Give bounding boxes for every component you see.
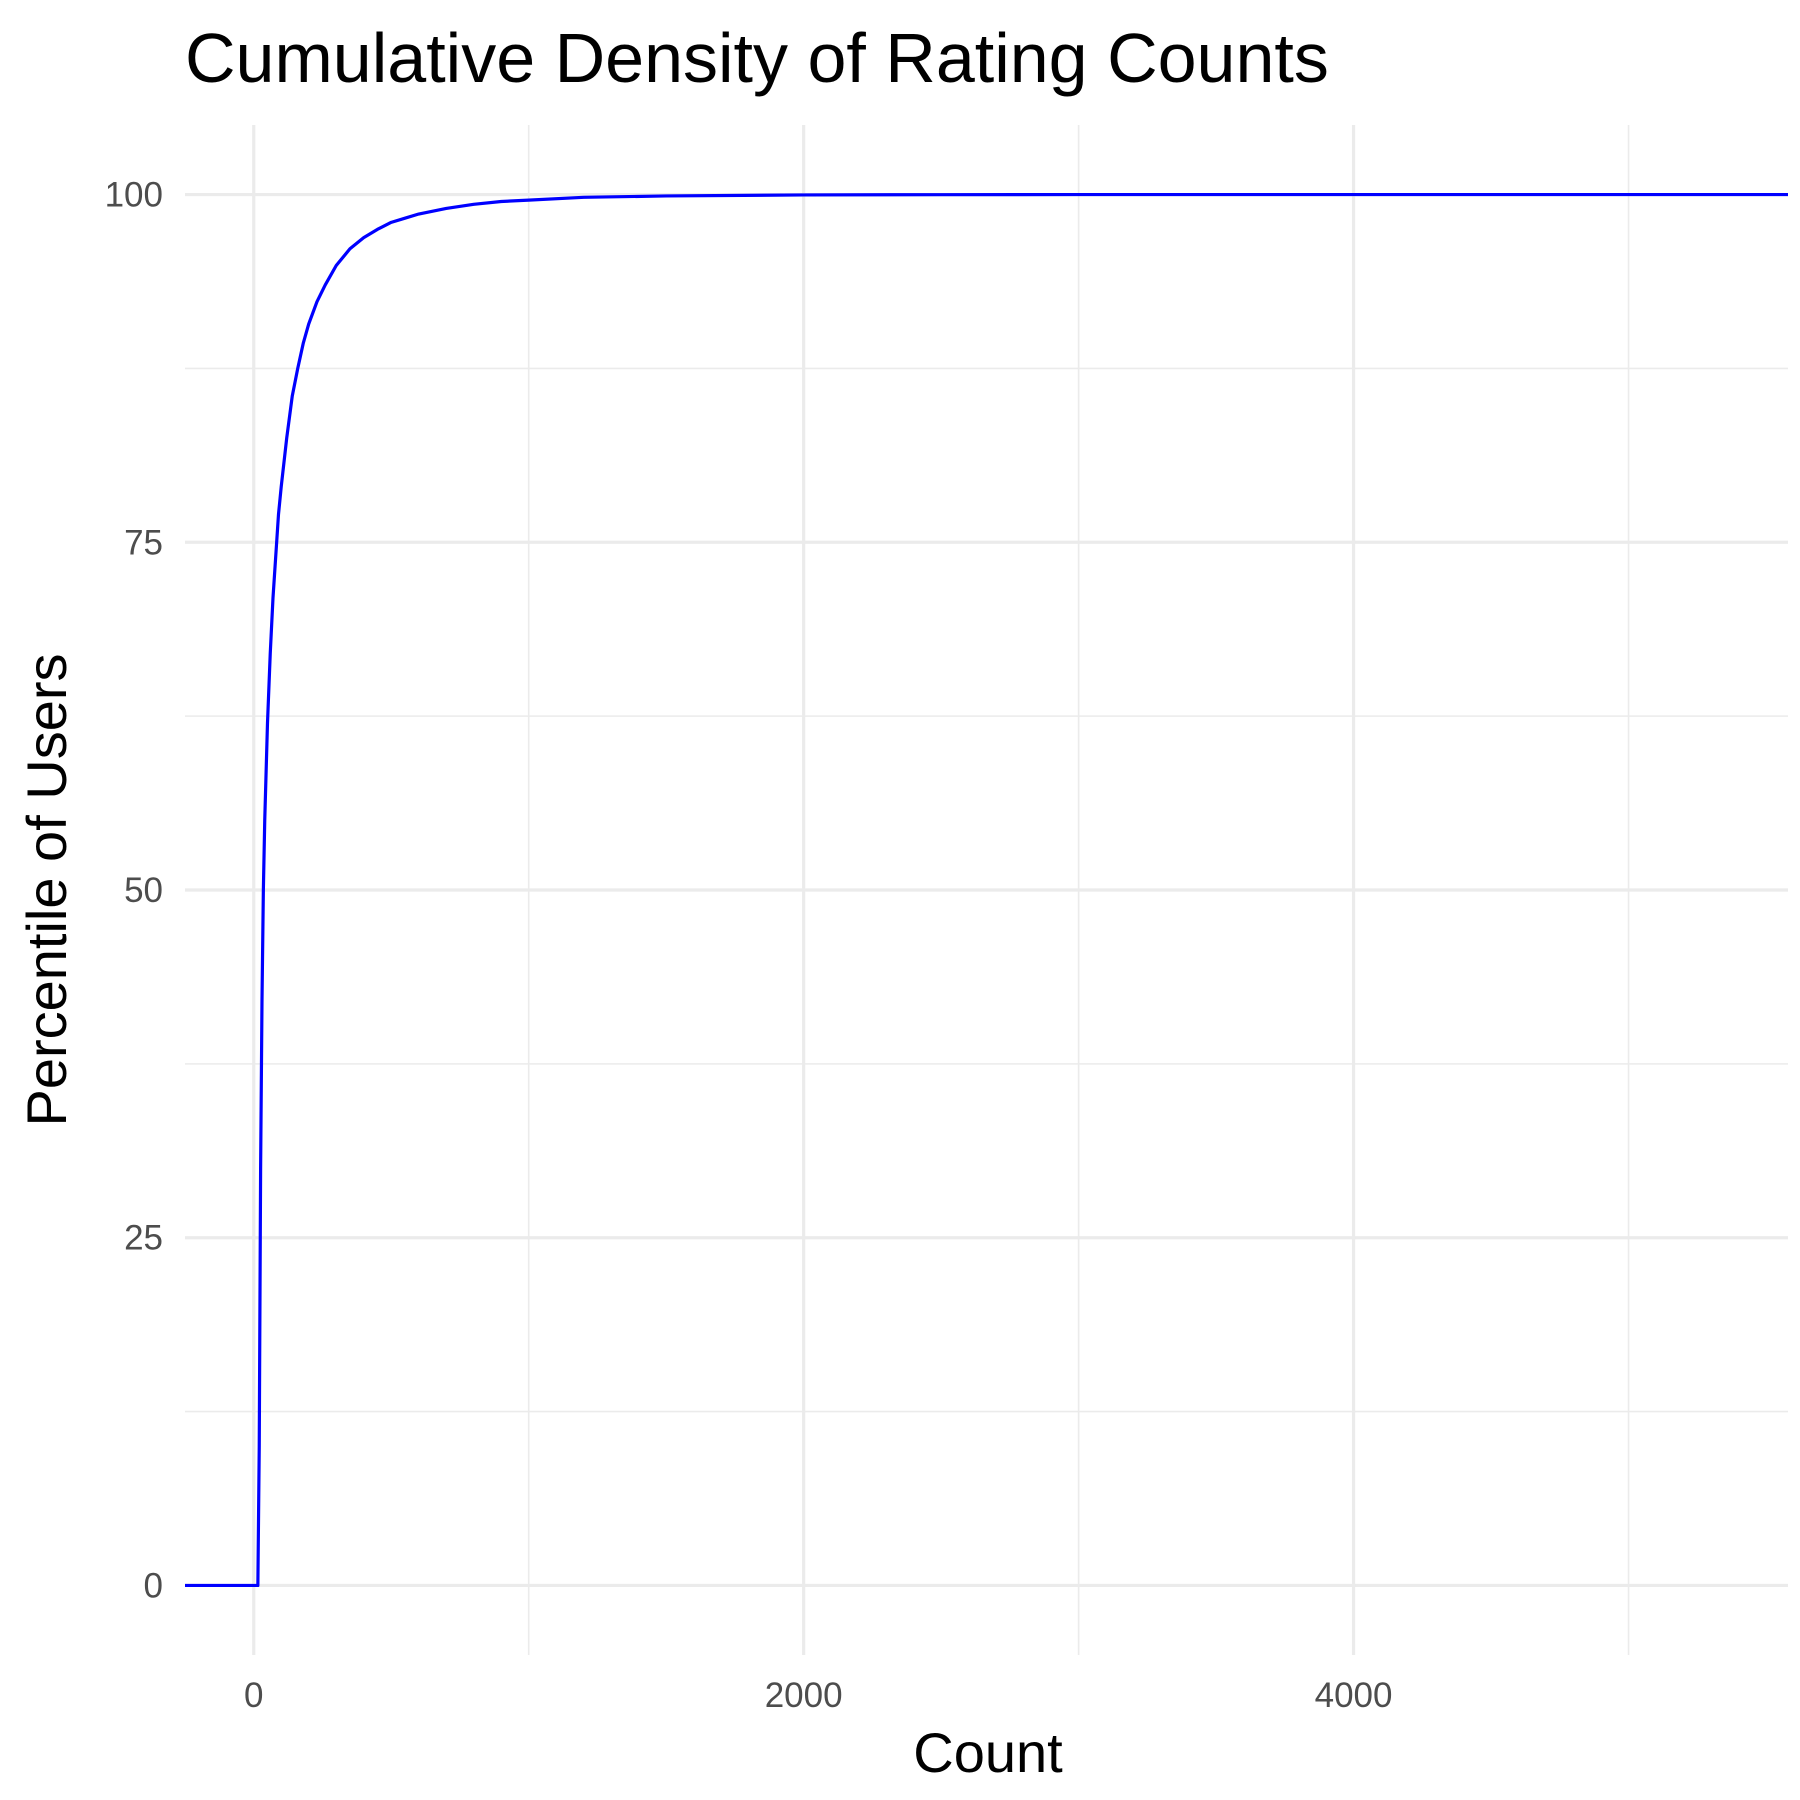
tick-labels: 0 25 50 75 100 0 2000 4000 (105, 176, 1393, 1715)
y-tick-label: 75 (124, 523, 163, 562)
y-tick-label: 25 (124, 1219, 163, 1258)
x-tick-label: 0 (244, 1676, 263, 1715)
series-layer (185, 192, 1788, 1588)
y-axis-title: Percentile of Users (15, 653, 78, 1126)
x-tick-label: 4000 (1315, 1676, 1393, 1715)
grid (185, 125, 1788, 1655)
y-tick-label: 50 (124, 871, 163, 910)
y-tick-label: 0 (144, 1566, 163, 1605)
x-tick-label: 2000 (765, 1676, 843, 1715)
y-tick-label: 100 (105, 176, 163, 215)
chart-title: Cumulative Density of Rating Counts (185, 19, 1329, 97)
x-axis-title: Count (913, 1721, 1063, 1784)
cumulative-density-line (185, 192, 1788, 1588)
